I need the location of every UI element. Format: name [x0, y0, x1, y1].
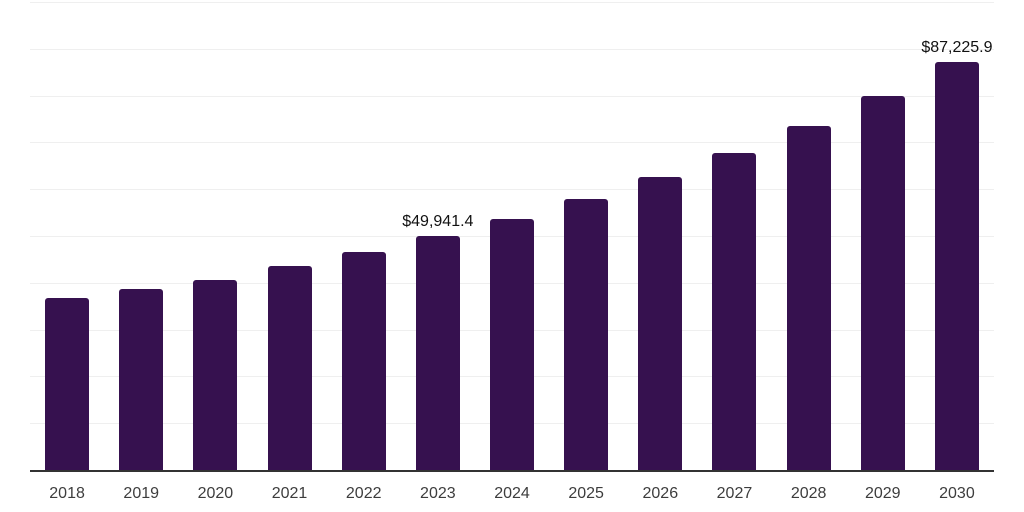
gridline	[30, 48, 994, 50]
x-tick-label-2019: 2019	[123, 485, 160, 502]
x-tick-label-2028: 2028	[790, 485, 827, 502]
x-tick-label-2018: 2018	[49, 485, 85, 502]
gridline	[30, 95, 994, 97]
bar-value-label-2030: $87,225.9	[921, 38, 993, 56]
x-axis: 2018 2019 2020 2021 2022 2023 2024 2025 2026 2027…	[30, 485, 994, 505]
bar-2026[interactable]	[638, 177, 683, 470]
bar-2020[interactable]	[193, 280, 238, 470]
gridline	[30, 142, 994, 144]
x-tick-label-2021: 2021	[271, 485, 308, 502]
x-tick-label-2029: 2029	[864, 485, 901, 502]
bar-2019[interactable]	[119, 288, 164, 470]
x-tick-label-2024: 2024	[494, 485, 530, 502]
bar-2022[interactable]	[341, 252, 386, 470]
gridline	[30, 2, 994, 3]
x-tick-label-2027: 2027	[716, 485, 753, 502]
x-tick-label-2020: 2020	[197, 485, 234, 502]
x-axis-line	[30, 470, 994, 472]
bar-2030[interactable]	[934, 61, 979, 470]
bar-2024[interactable]	[490, 218, 534, 470]
plot-area: $49,941.4 $87,225.9	[30, 2, 994, 470]
x-tick-label-2025: 2025	[568, 485, 604, 502]
bar-2021[interactable]	[267, 265, 312, 470]
x-tick-label-2026: 2026	[642, 485, 679, 502]
x-tick-label-2023: 2023	[420, 485, 456, 502]
bar-value-label-2023: $49,941.4	[402, 213, 474, 231]
gridline	[30, 189, 994, 191]
bar-2027[interactable]	[712, 153, 757, 470]
bar-2029[interactable]	[860, 95, 905, 470]
x-tick-label-2022: 2022	[345, 485, 382, 502]
bar-2025[interactable]	[564, 199, 609, 470]
x-tick-label-2030: 2030	[939, 485, 975, 502]
bar-2023[interactable]	[415, 236, 460, 470]
bar-2028[interactable]	[786, 126, 831, 470]
bar-2018[interactable]	[45, 297, 90, 470]
